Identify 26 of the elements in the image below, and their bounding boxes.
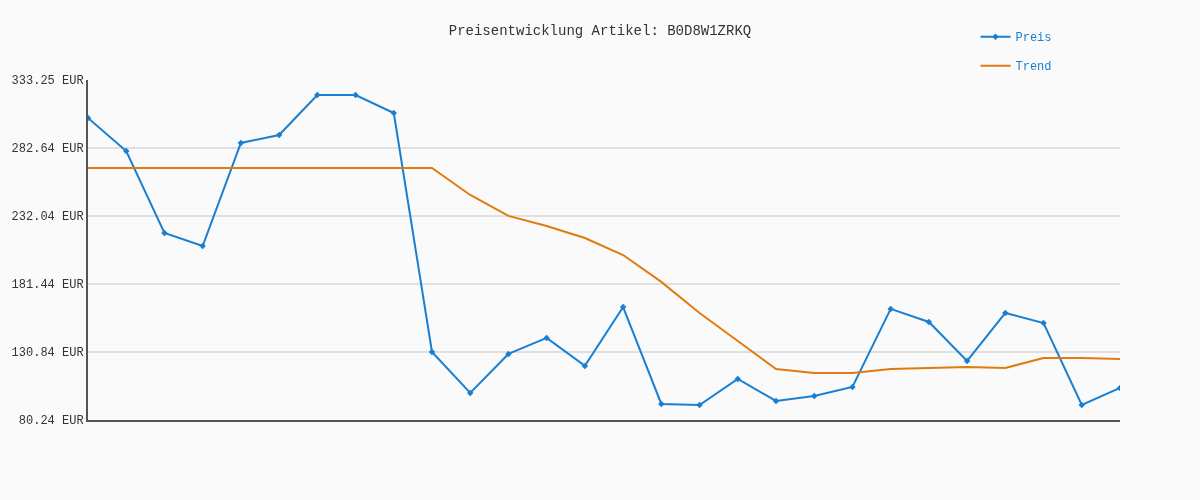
line-series bbox=[88, 166, 1120, 375]
point bbox=[1078, 401, 1086, 409]
point bbox=[122, 147, 130, 155]
y-tick-label: 130.84 EUR bbox=[11, 346, 84, 361]
y-tick-label: 181.44 EUR bbox=[11, 278, 84, 293]
point bbox=[275, 131, 283, 139]
point bbox=[963, 357, 971, 365]
point bbox=[581, 362, 589, 370]
point bbox=[390, 109, 398, 117]
line-series bbox=[88, 91, 1120, 409]
point bbox=[810, 392, 818, 400]
point bbox=[466, 389, 474, 397]
point bbox=[925, 318, 933, 326]
point bbox=[887, 305, 894, 313]
point bbox=[428, 348, 436, 356]
y-tick-label: 282.64 EUR bbox=[11, 142, 84, 157]
legend-label: Preis bbox=[1015, 31, 1052, 46]
point bbox=[734, 375, 742, 383]
point bbox=[237, 139, 245, 147]
y-tick-label: 232.04 EUR bbox=[11, 210, 84, 225]
y-tick-label: 333.25 EUR bbox=[11, 74, 84, 89]
point bbox=[772, 397, 780, 405]
chart-title: Preisentwicklung Artikel: B0D8W1ZRKQ bbox=[448, 22, 752, 39]
point bbox=[619, 303, 627, 311]
legend-label: Trend bbox=[1015, 60, 1052, 75]
y-tick-label: 80.24 EUR bbox=[18, 414, 84, 429]
